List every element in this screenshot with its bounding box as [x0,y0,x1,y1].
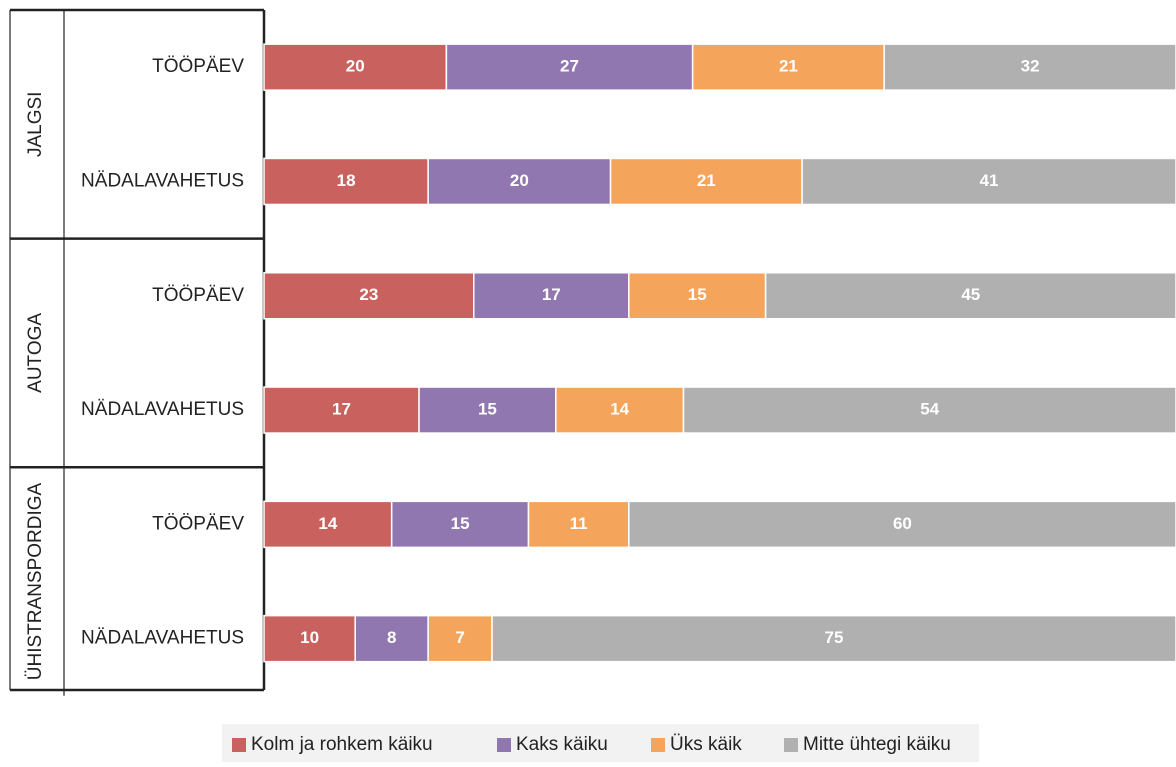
legend-swatch-uks-kaik [651,738,665,752]
legend-label-mitte-uhtegi-kaiku: Mitte ühtegi käiku [803,734,951,755]
row-label-nadalavahetus: NÄDALAVAHETUS [81,170,244,191]
legend-label-kolm-ja-rohkem-kaiku: Kolm ja rohkem käiku [251,734,433,755]
bar-segment-mitte-uhtegi-kaiku [801,157,1176,206]
row-label-toopaev: TÖÖPÄEV [152,56,244,77]
bar-segment-kaks-kaiku [445,43,694,91]
axis-layer [9,8,266,696]
data-label: 10 [300,628,319,647]
data-label: 32 [1021,57,1040,76]
data-label: 11 [570,514,588,533]
bar-segment-uks-kaik [555,386,685,434]
bar-segment-mitte-uhtegi-kaiku [682,386,1176,434]
data-label: 21 [779,57,798,76]
bar-segment-uks-kaik [609,157,803,206]
bar-segment-kaks-kaiku [354,614,429,663]
legend-label-uks-kaik: Üks käik [670,734,742,755]
row-label-toopaev: TÖÖPÄEV [152,513,244,534]
row-label-nadalavahetus: NÄDALAVAHETUS [81,399,244,420]
bar-segment-mitte-uhtegi-kaiku [883,43,1176,91]
labels-layer: JALGSI TÖÖPÄEV 20 27 21 32 NÄDALAVAHETUS 18 20 21… [25,56,1040,680]
bar-segment-kolm-ja-rohkem-kaiku [263,157,429,206]
bar-segment-kaks-kaiku [418,386,557,434]
data-label: 20 [510,171,529,190]
bar-segment-mitte-uhtegi-kaiku [764,272,1176,320]
data-label: 20 [346,57,365,76]
group-label-jalgsi: JALGSI [25,92,46,157]
data-label: 60 [893,514,912,533]
bar-segment-kaks-kaiku [390,500,530,549]
data-label: 54 [920,400,939,419]
data-label: 7 [455,628,464,647]
row-label-nadalavahetus: NÄDALAVAHETUS [81,628,244,649]
data-label: 15 [688,285,707,304]
data-label: 17 [332,400,351,419]
bar-segment-mitte-uhtegi-kaiku [628,500,1176,549]
group-label-autoga: AUTOGA [25,313,46,393]
data-label: 41 [980,171,999,190]
data-label: 17 [542,285,561,304]
bar-segment-kolm-ja-rohkem-kaiku [263,500,393,549]
legend-swatch-kolm-ja-rohkem-kaiku [232,738,246,752]
legend-swatch-mitte-uhtegi-kaiku [784,738,798,752]
bars-layer [263,43,1176,663]
data-label: 27 [560,57,579,76]
data-label: 21 [697,171,716,190]
data-label: 8 [387,628,396,647]
data-label: 75 [825,628,844,647]
legend: Kolm ja rohkem käiku Kaks käiku Üks käik Mi… [222,724,979,764]
legend-swatch-kaks-kaiku [497,738,511,752]
bar-segment-kaks-kaiku [427,157,612,206]
data-label: 18 [337,171,356,190]
data-label: 15 [451,514,470,533]
bar-segment-uks-kaik [628,272,767,320]
data-label: 23 [359,285,378,304]
legend-background [222,724,979,764]
bar-segment-kaks-kaiku [473,272,630,320]
bar-segment-uks-kaik [691,43,885,91]
row-label-toopaev: TÖÖPÄEV [152,285,244,306]
data-label: 14 [610,400,629,419]
data-label: 15 [478,400,497,419]
data-label: 14 [318,514,337,533]
bar-segment-uks-kaik [527,500,630,549]
legend-label-kaks-kaiku: Kaks käiku [516,734,608,755]
bar-segment-uks-kaik [427,614,493,663]
bar-segment-mitte-uhtegi-kaiku [491,614,1176,663]
group-label-uhistranspordiga: ÜHISTRANSPORDIGA [25,482,46,680]
data-label: 45 [961,285,980,304]
